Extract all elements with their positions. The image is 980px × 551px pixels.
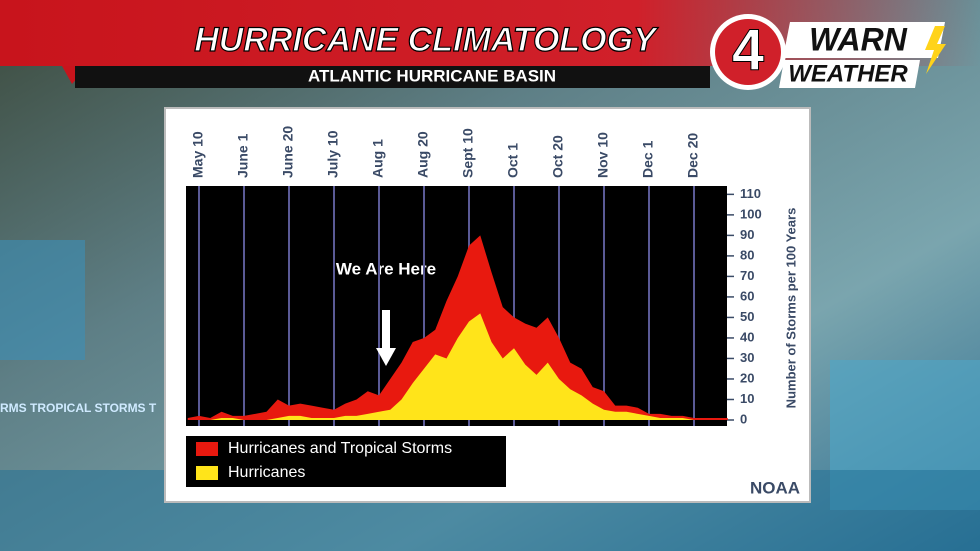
annotation: We Are Here xyxy=(336,259,436,278)
source: NOAA xyxy=(750,478,800,497)
x-tick-label: Aug 20 xyxy=(415,131,431,178)
logo-box xyxy=(783,22,945,58)
x-tick-label: Dec 1 xyxy=(640,140,656,178)
logo-top: WARN xyxy=(809,21,908,57)
x-tick-label: July 10 xyxy=(325,130,341,178)
y-tick-label: 110 xyxy=(740,186,761,201)
y-tick-label: 20 xyxy=(740,370,754,385)
y-tick-label: 80 xyxy=(740,247,754,262)
y-tick-label: 100 xyxy=(740,206,762,221)
annotation-arrow xyxy=(382,310,390,350)
logo-bolt xyxy=(925,26,946,74)
x-tick-label: Sept 10 xyxy=(460,128,476,178)
y-tick-label: 10 xyxy=(740,391,754,406)
y-tick-label: 70 xyxy=(740,268,754,283)
background-text: RMS TROPICAL STORMS T xyxy=(0,401,157,415)
x-tick-label: June 20 xyxy=(280,126,296,178)
subtitle-band xyxy=(75,66,710,88)
title: HURRICANE CLIMATOLOGY xyxy=(194,21,659,59)
background-panel xyxy=(0,240,85,360)
annotation-arrow xyxy=(376,348,396,366)
x-tick-label: Nov 10 xyxy=(595,132,611,178)
x-tick-label: Aug 1 xyxy=(370,139,386,178)
x-tick-label: May 10 xyxy=(190,131,206,178)
legend-swatch xyxy=(196,442,218,456)
logo-disc xyxy=(715,19,781,85)
y-tick-label: 50 xyxy=(740,309,754,324)
area xyxy=(187,235,728,420)
y-tick-label: 60 xyxy=(740,288,754,303)
x-tick-label: Oct 20 xyxy=(550,135,566,178)
x-tick-label: Dec 20 xyxy=(685,133,701,178)
legend-swatch xyxy=(196,466,218,480)
x-tick-label: Oct 1 xyxy=(505,143,521,178)
legend-label: Hurricanes xyxy=(228,464,305,481)
subtitle: ATLANTIC HURRICANE BASIN xyxy=(308,66,556,85)
logo-box xyxy=(779,60,920,88)
area xyxy=(187,313,728,420)
y-tick-label: 0 xyxy=(740,411,747,426)
x-tick-label: June 1 xyxy=(235,133,251,178)
y-tick-label: 30 xyxy=(740,350,754,365)
y-tick-label: 90 xyxy=(740,227,754,242)
legend-label: Hurricanes and Tropical Storms xyxy=(228,440,452,457)
y-tick-label: 40 xyxy=(740,329,754,344)
logo-bottom: WEATHER xyxy=(788,60,908,87)
logo-number: 4 xyxy=(732,17,764,82)
y-axis-label: Number of Storms per 100 Years xyxy=(783,208,798,409)
legend xyxy=(186,436,506,487)
